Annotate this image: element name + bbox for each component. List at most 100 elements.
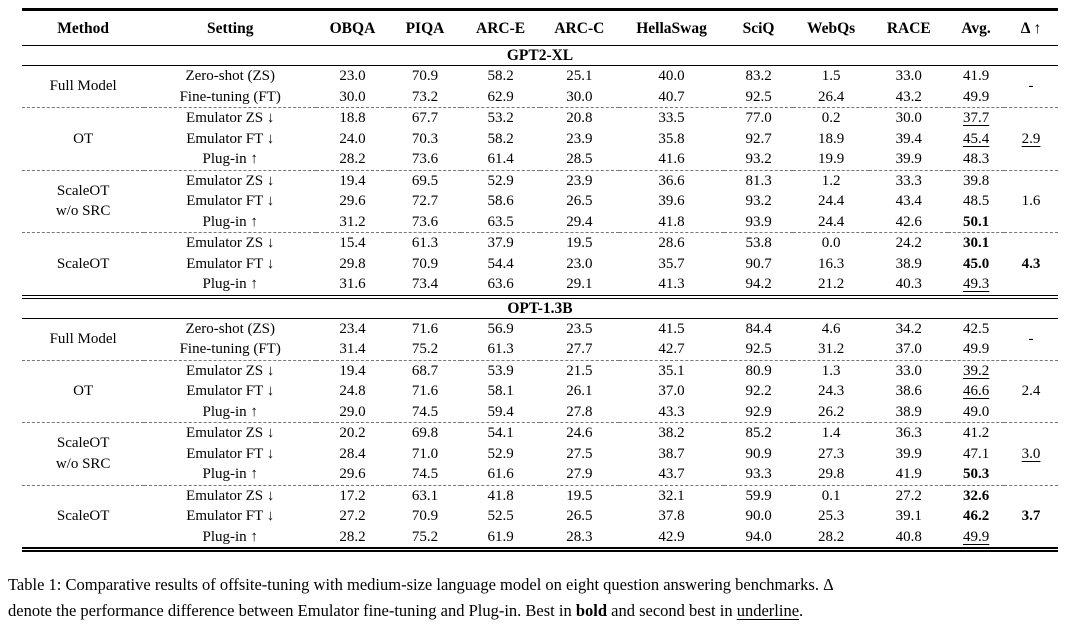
score-cell: 62.9: [487, 88, 514, 105]
table-row: ScaleOT Emulator ZS ↓ 15.4 61.3 37.9 19.5 28.6…: [22, 232, 1058, 297]
score-cell: 17.2: [316, 484, 389, 506]
table-body: GPT2-XL Full Model Zero-shot (ZS) 23.0 70.9 5…: [22, 45, 1058, 550]
table-row: Full Model Zero-shot (ZS) 23.0 70.9 58.2 25.1…: [22, 66, 1058, 94]
setting-cell: Emulator ZS ↓: [144, 169, 317, 191]
score-cell: 31.2: [817, 341, 845, 357]
score-cell: 19.5: [539, 484, 619, 506]
score-cell: 28.2: [339, 151, 366, 167]
table-row: Plug-in ↑ 28.2 75.2 61.9 28.3 42.9 94.0 28.2 40.…: [22, 527, 1058, 550]
score-cell: 40.7: [658, 88, 685, 105]
score-cell: 23.4: [339, 320, 366, 337]
caption-line-1: Table 1: Comparative results of offsite-…: [8, 575, 834, 594]
score-cell: 72.7: [411, 193, 439, 209]
caption-line-2: denote the performance difference betwee…: [8, 598, 1072, 624]
caption-text: and second best in: [607, 601, 737, 620]
avg-cell: 47.1: [962, 445, 990, 462]
header-row: Method Setting OBQA PIQA ARC-E ARC-C HellaSwag…: [22, 9, 1058, 46]
score-cell: 26.5: [566, 193, 593, 209]
score-cell: 74.5: [411, 466, 439, 482]
score-cell: 71.0: [411, 445, 439, 462]
score-cell: 33.0: [869, 359, 949, 381]
score-cell: 29.4: [566, 213, 593, 230]
table-row: ScaleOT w/o SRC Emulator ZS ↓ 19.4 69.5 52.9 2…: [22, 169, 1058, 233]
table-row: Emulator FT ↓ 27.2 70.9 52.5 26.5 37.8 90.0 25.…: [22, 506, 1058, 527]
avg-cell: 45.0: [962, 255, 990, 272]
table-row: Plug-in ↑ 28.2 73.6 61.4 28.5 41.6 93.2 19.9 39.…: [22, 149, 1058, 170]
score-cell: 19.4: [316, 169, 389, 191]
score-cell: 59.4: [487, 403, 514, 420]
score-cell: 33.5: [618, 107, 725, 129]
score-cell: 28.2: [339, 528, 366, 545]
setting-cell: Emulator FT ↓: [186, 255, 275, 272]
setting-cell: Zero-shot (ZS): [185, 68, 275, 84]
score-cell: 43.2: [895, 88, 922, 105]
score-cell: 26.5: [566, 508, 593, 524]
setting-cell: Emulator FT ↓: [186, 130, 275, 147]
score-cell: 58.2: [487, 68, 514, 84]
score-cell: 53.8: [724, 232, 793, 254]
score-cell: 71.6: [411, 383, 439, 399]
score-cell: 40.3: [895, 276, 922, 292]
score-cell: 58.2: [487, 130, 514, 147]
setting-cell: Fine-tuning (FT): [179, 341, 281, 357]
avg-cell: 41.9: [962, 68, 990, 84]
avg-cell: 49.9: [962, 341, 990, 357]
score-cell: 20.2: [316, 422, 389, 444]
table-row: OT Emulator ZS ↓ 19.4 68.7 53.9 21.5 35.1 80.9 1…: [22, 359, 1058, 423]
score-cell: 27.3: [817, 445, 845, 462]
score-cell: 38.6: [895, 383, 922, 399]
method-cell: ScaleOT: [22, 232, 145, 297]
delta-cell: -: [1028, 78, 1034, 95]
score-cell: 85.2: [724, 422, 793, 444]
score-cell: 41.3: [658, 276, 685, 292]
score-cell: 43.7: [658, 466, 685, 482]
avg-cell: 49.9: [962, 528, 990, 545]
score-cell: 93.3: [745, 466, 772, 482]
score-cell: 61.9: [487, 528, 514, 545]
score-cell: 31.4: [339, 341, 366, 357]
score-cell: 28.2: [817, 528, 845, 545]
score-cell: 75.2: [411, 528, 439, 545]
setting-cell: Emulator FT ↓: [186, 193, 275, 209]
score-cell: 23.5: [566, 320, 593, 337]
results-table: Method Setting OBQA PIQA ARC-E ARC-C HellaSwag…: [22, 8, 1058, 552]
score-cell: 54.4: [487, 255, 514, 272]
score-cell: 83.2: [745, 68, 772, 84]
score-cell: 29.0: [339, 403, 366, 420]
score-cell: 0.1: [792, 484, 870, 506]
model-section-row: OPT-1.3B: [22, 294, 1058, 319]
score-cell: 69.8: [388, 422, 462, 444]
caption-underline-word: underline: [736, 601, 800, 620]
score-cell: 71.6: [411, 320, 439, 337]
model-section-label: GPT2-XL: [22, 45, 1058, 66]
score-cell: 37.0: [658, 383, 685, 399]
score-cell: 30.0: [869, 107, 949, 129]
score-cell: 68.7: [388, 359, 462, 381]
caption-bold-word: bold: [575, 601, 608, 620]
score-cell: 19.4: [316, 359, 389, 381]
table-row: Emulator FT ↓ 24.0 70.3 58.2 23.9 35.8 92.7 18.…: [22, 129, 1058, 150]
score-cell: 41.9: [895, 466, 922, 482]
column-header: Avg.: [948, 9, 1005, 46]
avg-cell: 50.1: [962, 213, 990, 230]
score-cell: 25.1: [566, 68, 593, 84]
setting-cell: Emulator ZS ↓: [144, 484, 317, 506]
avg-cell: 32.6: [948, 484, 1005, 506]
column-header: RACE: [869, 9, 949, 46]
column-header: WebQs: [792, 9, 870, 46]
score-cell: 43.4: [895, 193, 922, 209]
score-cell: 67.7: [388, 107, 462, 129]
score-cell: 32.1: [618, 484, 725, 506]
score-cell: 28.3: [566, 528, 593, 545]
score-cell: 56.9: [487, 320, 514, 337]
score-cell: 93.9: [745, 213, 772, 230]
score-cell: 24.6: [539, 422, 619, 444]
score-cell: 40.0: [658, 68, 685, 84]
score-cell: 24.2: [869, 232, 949, 254]
column-header: Setting: [144, 9, 317, 46]
avg-cell: 50.3: [962, 466, 990, 482]
column-header: HellaSwag: [618, 9, 725, 46]
score-cell: 35.1: [618, 359, 725, 381]
score-cell: 80.9: [724, 359, 793, 381]
column-header: Δ ↑: [1004, 9, 1058, 46]
